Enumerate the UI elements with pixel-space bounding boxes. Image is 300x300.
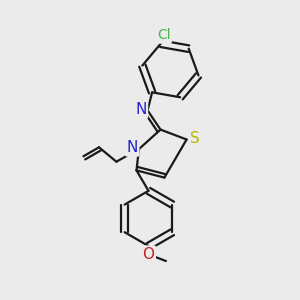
Text: O: O xyxy=(142,247,154,262)
Text: S: S xyxy=(190,131,200,146)
Text: N: N xyxy=(135,102,147,117)
Text: N: N xyxy=(127,140,138,155)
Text: Cl: Cl xyxy=(157,28,170,42)
